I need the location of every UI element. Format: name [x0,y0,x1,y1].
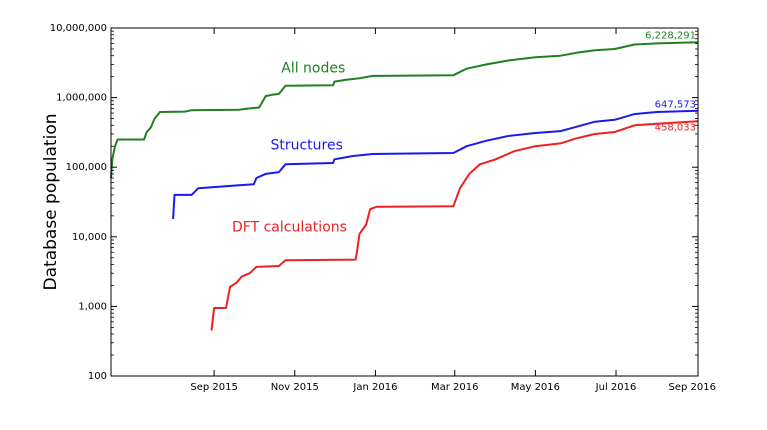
x-axis: Sep 2015 Nov 2015 Jan 2016 Mar 2016 May 2016… [190,28,716,393]
plot-frame [110,27,699,377]
y-axis-title: Database population [41,114,61,291]
y-tick-label: 10,000 [72,232,107,243]
y-tick-label: 1,000 [78,301,107,312]
y-tick-label: 1,000,000 [56,93,107,104]
x-tick-label: Nov 2015 [271,382,319,393]
x-tick-label: Sep 2015 [190,382,237,393]
series-end-value: 6,228,291 [645,31,696,42]
y-axis: 100 1,000 10,000 100,000 1,000,000 10,000,000 [50,23,698,382]
x-tick-label: May 2016 [511,382,560,393]
series-line-0 [110,41,699,179]
x-tick-label: Sep 2016 [669,382,716,393]
series-line-1 [172,109,699,220]
y-tick-label: 10,000,000 [50,23,107,34]
x-tick-label: Jul 2016 [595,382,637,393]
series-name-label: DFT calculations [232,219,347,235]
x-tick-label: Jan 2016 [352,382,397,393]
series-name-label: All nodes [281,60,345,76]
series-labels: All nodes 6,228,291 Structures 647,573 DFT c… [232,31,696,236]
series-line-2 [210,120,699,331]
y-tick-label: 100 [88,371,107,382]
series-layer [110,41,699,331]
series-end-value: 458,033 [655,123,696,134]
series-name-label: Structures [270,137,342,153]
x-tick-label: Mar 2016 [431,382,479,393]
series-end-value: 647,573 [655,99,696,110]
y-tick-label: 100,000 [66,162,107,173]
